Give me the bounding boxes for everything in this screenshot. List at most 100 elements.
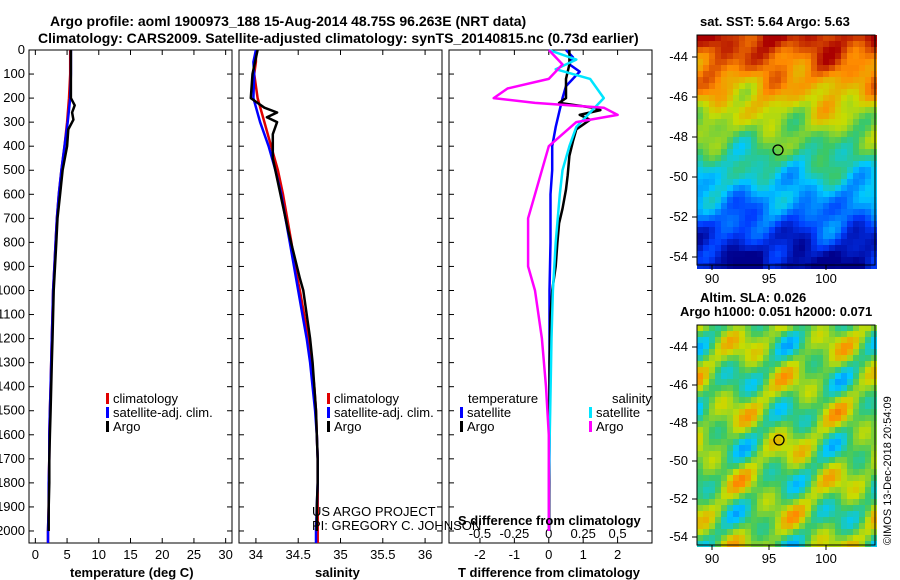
sst-cell <box>763 209 769 215</box>
sla-cell <box>745 541 751 547</box>
sla-cell <box>775 475 781 481</box>
sla-cell <box>859 397 865 403</box>
sla-cell <box>703 403 709 409</box>
sst-cell <box>757 95 763 101</box>
sst-cell <box>787 113 793 119</box>
sla-cell <box>805 379 811 385</box>
sla-cell <box>763 415 769 421</box>
sla-cell <box>727 499 733 505</box>
sst-cell <box>841 191 847 197</box>
sst-cell <box>793 113 799 119</box>
sst-cell <box>793 107 799 113</box>
sst-cell <box>739 35 745 41</box>
sla-cell <box>733 355 739 361</box>
sla-cell <box>715 355 721 361</box>
sst-cell <box>775 47 781 53</box>
sla-cell <box>751 451 757 457</box>
sst-cell <box>787 179 793 185</box>
sla-cell <box>847 415 853 421</box>
sla-cell <box>733 541 739 547</box>
sla-cell <box>805 517 811 523</box>
sla-cell <box>697 379 703 385</box>
sla-cell <box>859 409 865 415</box>
sla-cell <box>793 541 799 547</box>
sst-cell <box>805 167 811 173</box>
sst-cell <box>841 107 847 113</box>
sla-cell <box>865 523 871 529</box>
sla-cell <box>805 361 811 367</box>
sst-cell <box>871 143 877 149</box>
sla-cell <box>847 385 853 391</box>
sla-cell <box>829 421 835 427</box>
sst-cell <box>757 149 763 155</box>
sst-cell <box>733 59 739 65</box>
sla-cell <box>775 355 781 361</box>
sla-cell <box>853 529 859 535</box>
sst-cell <box>829 203 835 209</box>
sst-cell <box>847 47 853 53</box>
sla-cell <box>817 349 823 355</box>
sst-cell <box>745 209 751 215</box>
sla-cell <box>787 355 793 361</box>
sst-cell <box>817 263 823 269</box>
sst-cell <box>739 185 745 191</box>
sla-cell <box>859 511 865 517</box>
sst-cell <box>733 245 739 251</box>
sst-cell <box>787 59 793 65</box>
sst-cell <box>739 191 745 197</box>
sla-cell <box>859 487 865 493</box>
sst-cell <box>829 167 835 173</box>
sst-cell <box>847 95 853 101</box>
sst-cell <box>823 35 829 41</box>
sla-cell <box>703 487 709 493</box>
sst-cell <box>727 71 733 77</box>
sla-cell <box>865 499 871 505</box>
sla-cell <box>739 379 745 385</box>
sst-cell <box>871 185 877 191</box>
sla-cell <box>697 403 703 409</box>
sst-cell <box>769 83 775 89</box>
legend-swatch-argo <box>106 421 109 432</box>
sst-cell <box>721 203 727 209</box>
sst-cell <box>727 167 733 173</box>
x-tick-label: 1 <box>580 547 587 562</box>
sst-cell <box>757 161 763 167</box>
depth-tick-label: 1700 <box>0 451 25 466</box>
sla-cell <box>859 325 865 331</box>
sla-cell <box>763 373 769 379</box>
sla-cell <box>775 445 781 451</box>
sst-cell <box>835 125 841 131</box>
sla-cell <box>847 325 853 331</box>
sst-cell <box>745 227 751 233</box>
sst-cell <box>751 197 757 203</box>
sst-cell <box>781 95 787 101</box>
sla-cell <box>871 487 877 493</box>
sst-cell <box>847 263 853 269</box>
x-tick-label: 15 <box>123 547 137 562</box>
sla-cell <box>763 535 769 541</box>
sla-cell <box>847 343 853 349</box>
sst-cell <box>799 203 805 209</box>
sla-cell <box>751 535 757 541</box>
sla-cell <box>871 523 877 529</box>
sst-cell <box>865 215 871 221</box>
sst-cell <box>835 143 841 149</box>
sst-cell <box>775 119 781 125</box>
sst-cell <box>865 179 871 185</box>
sla-cell <box>847 433 853 439</box>
sst-cell <box>823 173 829 179</box>
sla-cell <box>751 337 757 343</box>
sst-cell <box>709 35 715 41</box>
sla-cell <box>805 475 811 481</box>
sla-cell <box>847 427 853 433</box>
sla-cell <box>721 379 727 385</box>
sla-cell <box>793 433 799 439</box>
sst-cell <box>757 89 763 95</box>
sla-cell <box>823 445 829 451</box>
sst-cell <box>775 143 781 149</box>
sla-cell <box>709 517 715 523</box>
sst-cell <box>781 233 787 239</box>
sla-cell <box>787 349 793 355</box>
sla-cell <box>847 499 853 505</box>
